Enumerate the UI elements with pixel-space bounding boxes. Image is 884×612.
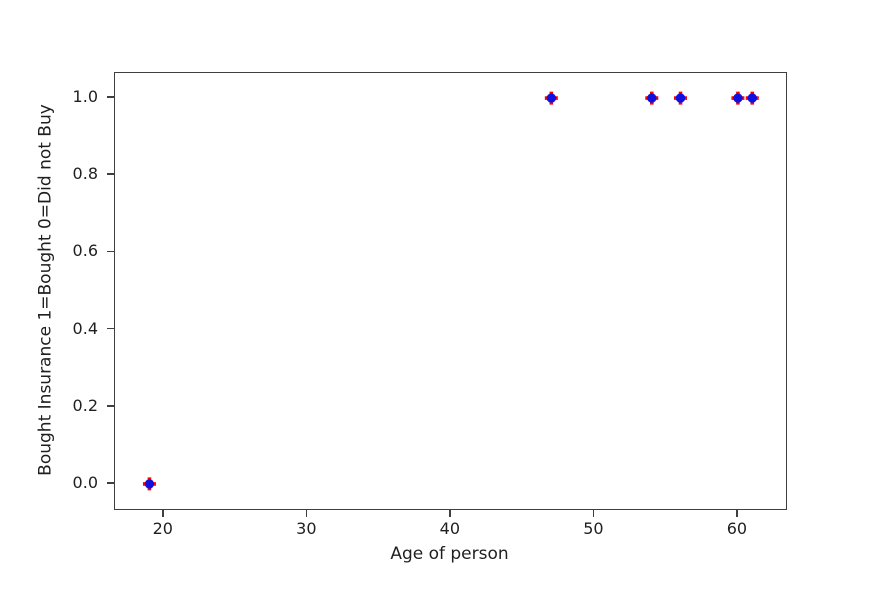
plot-area [114, 72, 787, 510]
y-tick-label: 0.8 [72, 164, 98, 184]
scatter-point-dot [144, 479, 155, 489]
y-tick-label: 0.0 [72, 472, 98, 492]
scatter-point-dot [647, 93, 657, 103]
scatter-point-dot [675, 93, 686, 103]
y-tick-label: 0.2 [72, 395, 98, 415]
x-tick-label: 60 [726, 519, 748, 538]
y-tick-label: 0.6 [72, 241, 98, 261]
scatter-point-dot [733, 93, 743, 103]
y-tick-mark [107, 482, 114, 484]
x-tick-label: 30 [296, 519, 317, 538]
x-tick-mark [592, 509, 595, 517]
x-tick-label: 20 [152, 519, 173, 538]
x-tick-label: 40 [439, 519, 461, 538]
x-tick-mark [305, 509, 308, 517]
y-tick-mark [107, 327, 114, 330]
x-axis-label: Age of person [390, 544, 509, 564]
x-tick-label: 50 [583, 519, 604, 538]
y-tick-mark [107, 173, 114, 176]
x-tick-mark [736, 509, 738, 517]
y-tick-mark [107, 404, 114, 407]
y-tick-mark [107, 96, 114, 98]
y-axis-label: Bought Insurance 1=Bought 0=Did not Buy [35, 104, 56, 476]
y-tick-label: 1.0 [72, 87, 98, 107]
scatter-points-layer [142, 91, 759, 491]
scatter-point-dot [546, 93, 557, 103]
scatter-point-dot [747, 93, 757, 103]
y-tick-mark [107, 250, 114, 253]
x-tick-mark [449, 509, 451, 517]
x-tick-mark [162, 509, 164, 517]
y-tick-label: 0.4 [72, 318, 98, 338]
